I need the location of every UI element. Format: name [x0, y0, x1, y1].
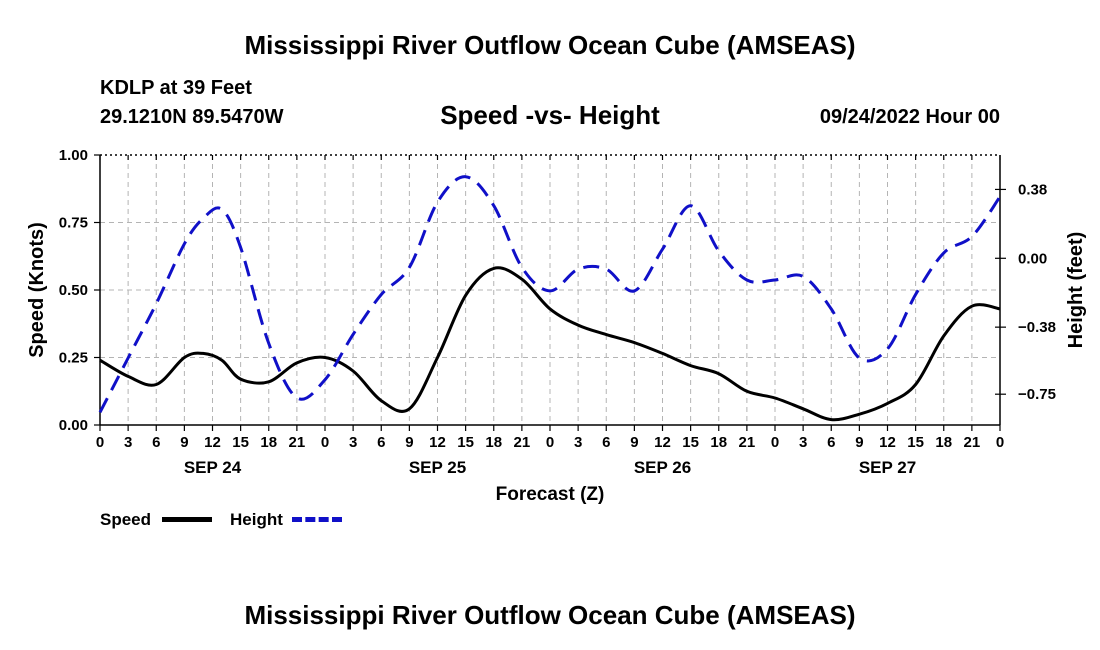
x-tick-label: 0 — [321, 434, 329, 451]
x-tick-label: 6 — [827, 434, 835, 451]
series-line-speed — [99, 266, 1001, 422]
x-tick-label: 0 — [771, 434, 779, 451]
legend-height-label: Height — [230, 510, 283, 529]
x-tick-label: 9 — [180, 434, 188, 451]
x-tick-label: 6 — [152, 434, 160, 451]
x-tick-label: 3 — [574, 434, 582, 451]
x-tick-label: 12 — [654, 434, 671, 451]
x-tick-label: 18 — [710, 434, 727, 451]
x-tick-label: 3 — [349, 434, 357, 451]
x-tick-label: 12 — [429, 434, 446, 451]
series-line-height — [98, 175, 1002, 413]
x-tick-label: 6 — [377, 434, 385, 451]
x-tick-label: 21 — [964, 434, 981, 451]
x-date-label: SEP 25 — [409, 458, 466, 477]
y2-tick-label: 0.38 — [1018, 181, 1047, 198]
y2-tick-label: −0.38 — [1018, 319, 1056, 336]
y-tick-label: 0.25 — [59, 350, 88, 367]
x-tick-label: 3 — [799, 434, 807, 451]
x-tick-label: 12 — [204, 434, 221, 451]
x-date-label: SEP 24 — [184, 458, 242, 477]
chart-title: Mississippi River Outflow Ocean Cube (AM… — [244, 30, 856, 60]
legend-speed-line — [162, 517, 212, 522]
legend-height-line — [292, 517, 342, 522]
x-tick-label: 15 — [907, 434, 924, 451]
x-tick-label: 15 — [682, 434, 699, 451]
station-label: KDLP at 39 Feet — [100, 77, 252, 99]
station-coords: 29.1210N 89.5470W — [100, 106, 284, 128]
y2-tick-label: 0.00 — [1018, 250, 1047, 267]
x-tick-label: 9 — [855, 434, 863, 451]
x-tick-label: 15 — [232, 434, 249, 451]
x-tick-label: 0 — [546, 434, 554, 451]
x-tick-label: 0 — [96, 434, 104, 451]
y-tick-label: 1.00 — [59, 147, 88, 164]
footer-title: Mississippi River Outflow Ocean Cube (AM… — [244, 600, 856, 630]
y2-axis-label: Height (feet) — [1065, 232, 1087, 349]
x-tick-label: 21 — [289, 434, 306, 451]
x-tick-label: 9 — [630, 434, 638, 451]
issued-time: 09/24/2022 Hour 00 — [819, 106, 1000, 128]
x-tick-label: 3 — [124, 434, 132, 451]
y-tick-label: 0.75 — [59, 215, 88, 232]
x-tick-label: 18 — [485, 434, 502, 451]
x-tick-label: 18 — [935, 434, 952, 451]
x-tick-label: 21 — [739, 434, 756, 451]
x-tick-label: 18 — [260, 434, 277, 451]
y-tick-label: 0.50 — [59, 282, 88, 299]
x-tick-label: 6 — [602, 434, 610, 451]
y-axis-label: Speed (Knots) — [26, 222, 48, 358]
x-axis-label: Forecast (Z) — [496, 484, 605, 505]
legend-speed-label: Speed — [100, 510, 152, 529]
x-tick-label: 0 — [996, 434, 1004, 451]
y2-tick-label: −0.75 — [1018, 386, 1056, 403]
x-date-label: SEP 27 — [859, 458, 916, 477]
x-date-label: SEP 26 — [634, 458, 691, 477]
x-tick-label: 12 — [879, 434, 896, 451]
x-tick-label: 21 — [514, 434, 531, 451]
x-tick-label: 15 — [457, 434, 474, 451]
x-tick-label: 9 — [405, 434, 413, 451]
y-tick-label: 0.00 — [59, 417, 88, 434]
chart-subtitle: Speed -vs- Height — [440, 100, 660, 130]
